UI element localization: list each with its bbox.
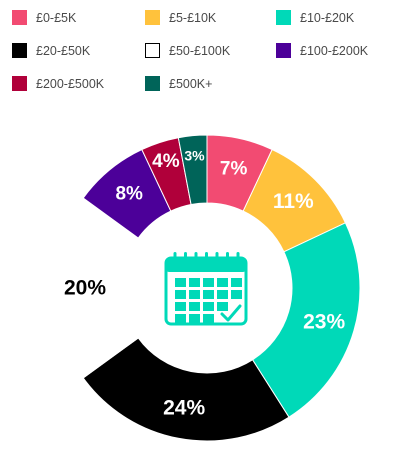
legend-swatch bbox=[145, 43, 160, 58]
legend-label: £20-£50K bbox=[36, 43, 91, 58]
legend-item: £0-£5K bbox=[12, 10, 76, 25]
legend-label: £5-£10K bbox=[169, 10, 217, 25]
legend-item: £100-£200K bbox=[276, 43, 368, 58]
slice-label: 7% bbox=[220, 158, 248, 179]
slice-label: 3% bbox=[184, 148, 205, 164]
slice-label: 23% bbox=[303, 311, 345, 334]
legend-item: £20-£50K bbox=[12, 43, 90, 58]
legend-item: £5-£10K bbox=[145, 10, 216, 25]
legend-item: £500K+ bbox=[145, 76, 212, 91]
legend-label: £0-£5K bbox=[36, 10, 77, 25]
slice-label: 4% bbox=[152, 151, 180, 172]
legend-item: £50-£100K bbox=[145, 43, 230, 58]
calendar-check-icon bbox=[164, 252, 248, 326]
slice-label: 20% bbox=[64, 277, 106, 300]
legend-swatch bbox=[12, 10, 27, 25]
legend-label: £100-£200K bbox=[300, 43, 369, 58]
slice-label: 11% bbox=[273, 190, 314, 213]
legend-label: £10-£20K bbox=[300, 10, 355, 25]
slice-label: 8% bbox=[115, 183, 143, 204]
legend-label: £500K+ bbox=[169, 76, 213, 91]
legend-label: £50-£100K bbox=[169, 43, 231, 58]
legend-item: £200-£500K bbox=[12, 76, 104, 91]
legend-label: £200-£500K bbox=[36, 76, 105, 91]
donut-slice bbox=[82, 337, 290, 442]
donut-slice bbox=[251, 222, 361, 418]
legend-item: £10-£20K bbox=[276, 10, 354, 25]
legend-swatch bbox=[12, 76, 27, 91]
legend-swatch bbox=[145, 10, 160, 25]
legend-swatch bbox=[12, 43, 27, 58]
legend-swatch bbox=[276, 43, 291, 58]
donut-slice bbox=[53, 197, 139, 379]
legend-swatch bbox=[276, 10, 291, 25]
donut-slice bbox=[177, 134, 208, 206]
legend-swatch bbox=[145, 76, 160, 91]
slice-label: 24% bbox=[163, 396, 205, 419]
